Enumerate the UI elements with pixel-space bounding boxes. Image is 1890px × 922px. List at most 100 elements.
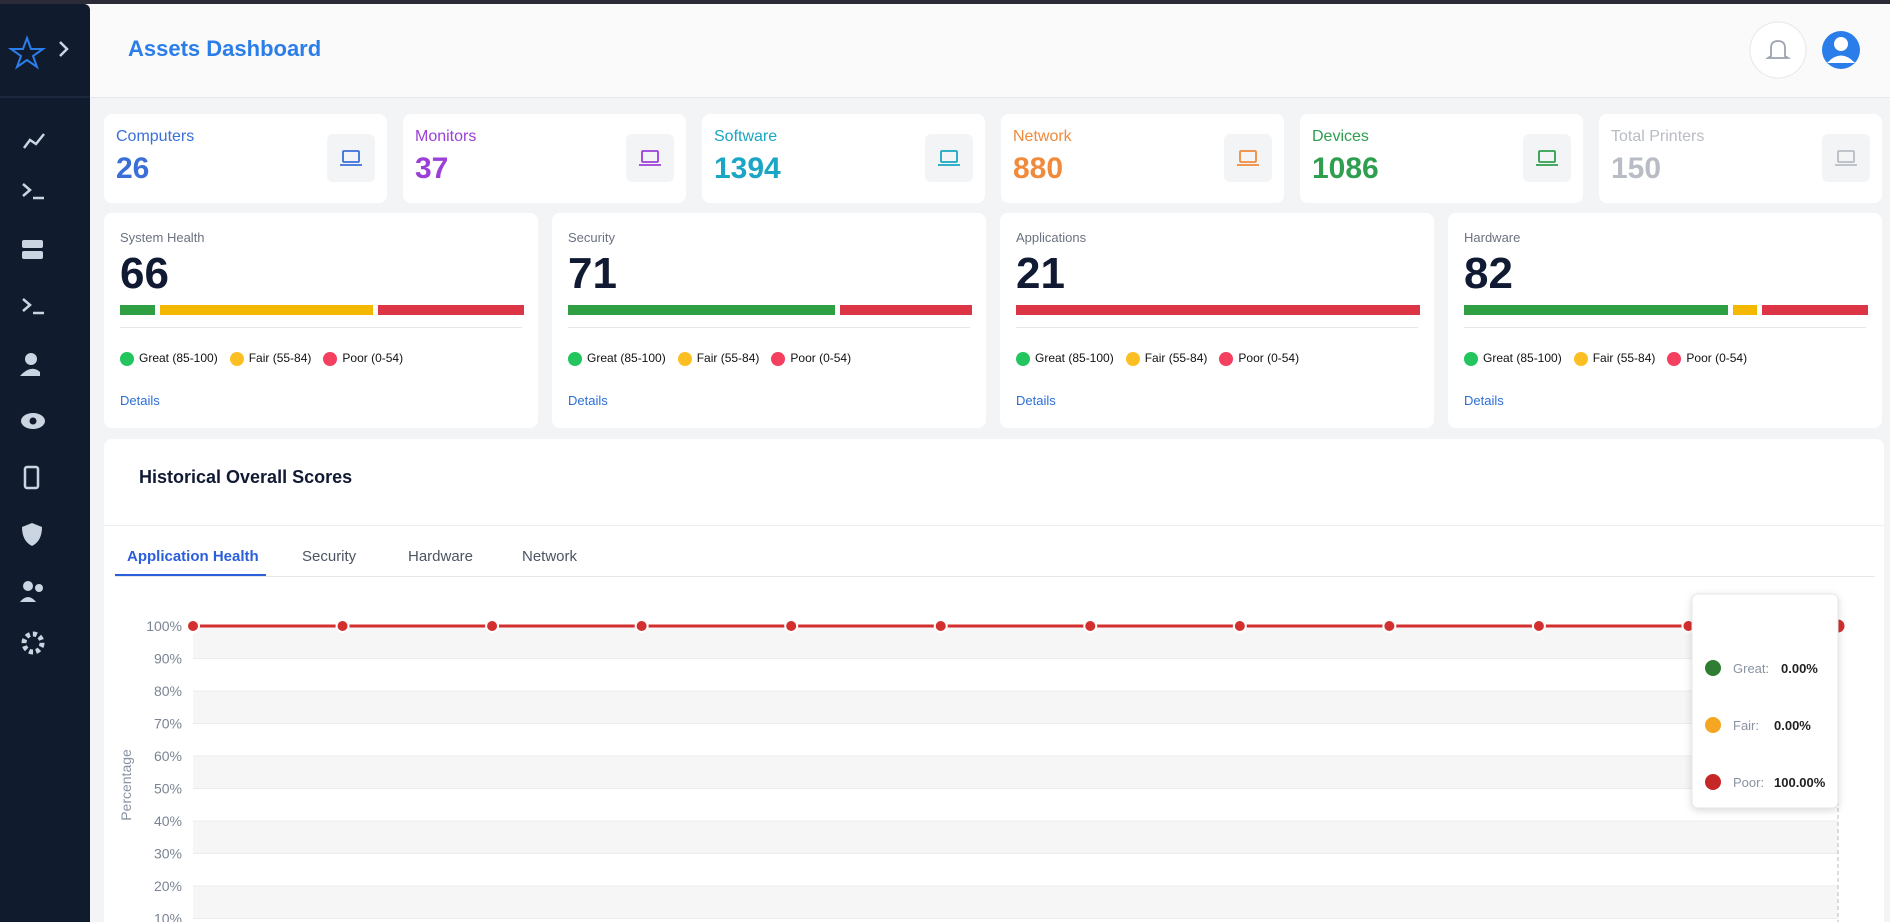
score-value: 21 — [1016, 249, 1065, 298]
bar-segment — [840, 305, 972, 315]
legend-dot — [323, 351, 338, 366]
header-actions — [1749, 21, 1860, 79]
nav-icon[interactable] — [23, 581, 33, 591]
legend-item: Fair (55-84) — [229, 351, 311, 366]
stat-icon — [925, 134, 973, 182]
legend-item: Poor (0-54) — [1667, 351, 1747, 366]
data-point — [335, 619, 350, 633]
legend-item: Poor (0-54) — [771, 351, 851, 366]
stat-value: 37 — [415, 152, 449, 185]
legend-item: Poor (0-54) — [1219, 351, 1299, 366]
card-divider — [1016, 327, 1418, 328]
data-point — [1232, 619, 1247, 633]
bar-segment — [160, 305, 374, 315]
stat-value: 150 — [1611, 152, 1662, 185]
legend-label: Poor (0-54) — [342, 351, 404, 365]
nav-icon[interactable] — [23, 465, 40, 490]
header — [90, 4, 1890, 98]
y-axis-label: Percentage — [118, 749, 134, 821]
y-tick-label: 100% — [146, 618, 182, 634]
data-point — [634, 619, 649, 633]
legend-label: Poor (0-54) — [1686, 351, 1748, 365]
grid-band — [193, 756, 1838, 789]
nav-icon[interactable] — [22, 298, 32, 312]
icon-glyph — [938, 150, 960, 166]
details-link[interactable]: Details — [568, 393, 608, 408]
grid-band — [193, 626, 1838, 659]
score-bar — [1016, 305, 1420, 315]
stat-value: 880 — [1013, 152, 1064, 185]
nav-icon[interactable] — [21, 631, 45, 655]
legend-item: Fair (55-84) — [1125, 351, 1207, 366]
nav-icon[interactable] — [23, 133, 45, 149]
tab[interactable]: Security — [302, 548, 357, 565]
legend-label: Fair (55-84) — [696, 351, 760, 365]
score-value: 66 — [120, 249, 169, 298]
tooltip-dot — [1705, 660, 1721, 676]
stat-icon — [1523, 134, 1571, 182]
legend-dot — [1219, 351, 1234, 366]
stat-value: 1086 — [1312, 152, 1379, 185]
stat-label: Devices — [1312, 128, 1369, 145]
stat-label: Computers — [116, 128, 195, 145]
y-tick-label: 60% — [154, 748, 182, 764]
data-point — [186, 619, 200, 633]
score-legend: Great (85-100) Fair (55-84) Poor (0-54) — [120, 351, 403, 366]
legend-label: Poor (0-54) — [790, 351, 852, 365]
legend-dot — [771, 351, 786, 366]
glyph — [940, 150, 958, 163]
y-tick-label: 20% — [154, 878, 182, 894]
tab[interactable]: Network — [522, 548, 578, 565]
top-bar — [0, 0, 1890, 4]
score-value: 71 — [568, 249, 617, 298]
stat-card: Software 1394 — [702, 114, 985, 203]
tab[interactable]: Application Health — [127, 548, 259, 565]
y-tick-label: 50% — [154, 781, 182, 797]
legend-dot — [677, 351, 692, 366]
nav-icon[interactable] — [25, 353, 37, 365]
score-legend: Great (85-100) Fair (55-84) Poor (0-54) — [1464, 351, 1747, 366]
details-link[interactable]: Details — [1464, 393, 1504, 408]
card-divider — [568, 327, 970, 328]
tooltip-value: 0.00% — [1774, 718, 1811, 733]
data-point — [784, 619, 799, 633]
stat-label: Network — [1013, 128, 1072, 145]
grid-band — [193, 821, 1838, 854]
logo[interactable] — [7, 35, 47, 70]
details-link[interactable]: Details — [1016, 393, 1056, 408]
grid-band — [193, 691, 1838, 724]
nav-icon — [20, 368, 40, 376]
icon-glyph — [340, 150, 362, 166]
nav-icon[interactable] — [22, 251, 43, 259]
legend-item: Great (85-100) — [1016, 351, 1114, 366]
tab[interactable]: Hardware — [408, 548, 474, 565]
legend-label: Fair (55-84) — [1592, 351, 1656, 365]
glyph — [1538, 150, 1556, 163]
nav-icon[interactable] — [22, 523, 42, 546]
nav-icon[interactable] — [22, 183, 32, 197]
details-link[interactable]: Details — [120, 393, 160, 408]
data-point — [1382, 619, 1397, 633]
bell-icon — [1765, 40, 1791, 59]
bar-segment — [120, 305, 156, 315]
score-card: System Health 66 Great (85-100) Fair (55-84… — [104, 213, 538, 428]
legend-label: Great (85-100) — [139, 351, 218, 365]
data-point — [933, 619, 948, 633]
glyph — [1837, 150, 1855, 163]
nav-icon[interactable] — [22, 240, 43, 248]
tooltip-box — [1691, 593, 1839, 809]
score-label: System Health — [120, 230, 205, 245]
tooltip — [1691, 593, 1839, 809]
tooltip-dot — [1705, 717, 1721, 733]
legend-item: Great (85-100) — [120, 351, 218, 366]
legend-item: Poor (0-54) — [323, 351, 403, 366]
data-point — [1083, 619, 1098, 633]
active-tab-indicator — [115, 574, 266, 577]
glyph — [342, 150, 360, 163]
icon-glyph — [1835, 150, 1857, 166]
notification-button[interactable] — [1749, 21, 1807, 79]
expand-icon[interactable] — [59, 41, 69, 57]
stat-icon — [1224, 134, 1272, 182]
legend-dot — [229, 351, 244, 366]
